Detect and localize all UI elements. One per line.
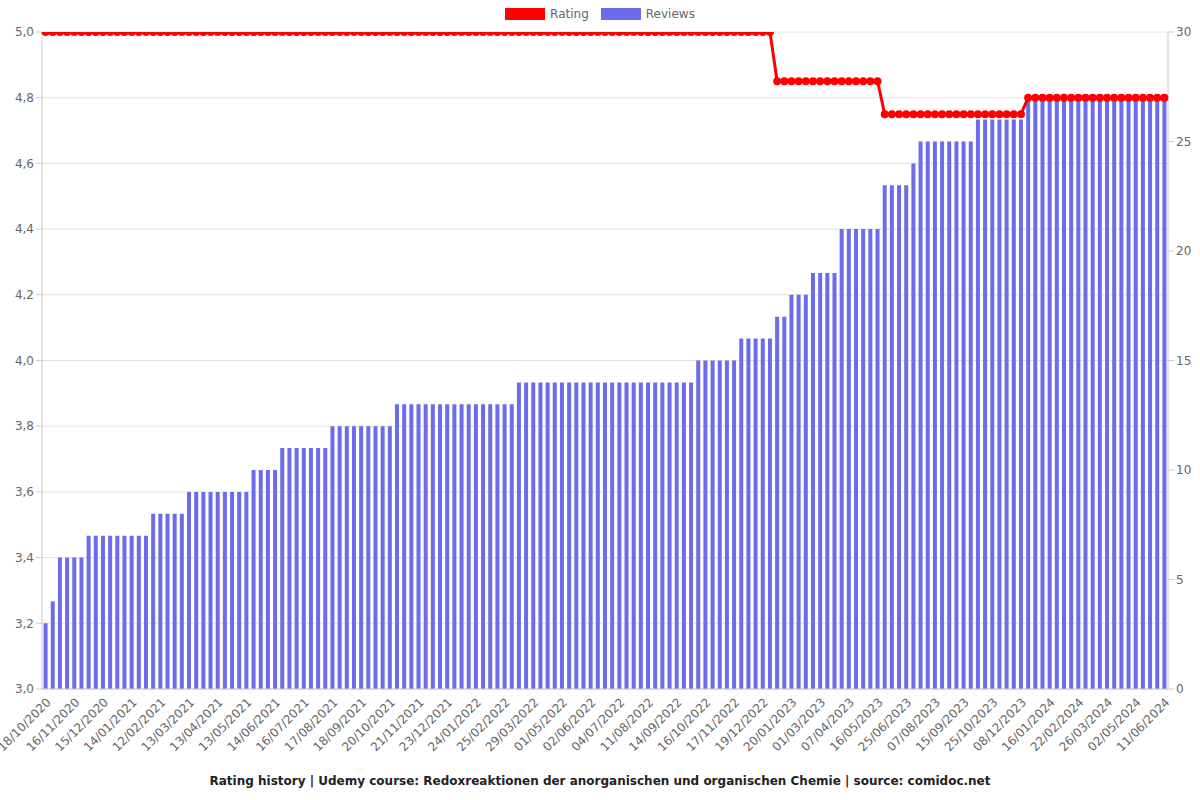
svg-text:20: 20 (1176, 244, 1191, 258)
svg-text:24/01/2022: 24/01/2022 (425, 695, 485, 755)
svg-text:07/04/2023: 07/04/2023 (798, 695, 857, 755)
svg-text:04/07/2022: 04/07/2022 (568, 695, 628, 755)
svg-text:16/10/2022: 16/10/2022 (654, 695, 714, 755)
svg-text:16/01/2024: 16/01/2024 (999, 695, 1058, 755)
svg-text:17/08/2021: 17/08/2021 (281, 695, 341, 755)
svg-text:4,2: 4,2 (15, 288, 34, 302)
svg-text:12/02/2021: 12/02/2021 (109, 695, 169, 755)
svg-text:3,4: 3,4 (15, 551, 34, 565)
svg-text:3,2: 3,2 (15, 617, 34, 631)
svg-text:5,0: 5,0 (15, 25, 34, 39)
svg-text:16/05/2023: 16/05/2023 (826, 695, 886, 755)
svg-text:11/08/2022: 11/08/2022 (597, 695, 657, 755)
svg-text:14/01/2021: 14/01/2021 (81, 695, 140, 755)
svg-text:01/03/2023: 01/03/2023 (769, 695, 829, 755)
svg-text:26/03/2024: 26/03/2024 (1056, 695, 1116, 755)
svg-text:25/06/2023: 25/06/2023 (855, 695, 915, 755)
svg-text:19/12/2022: 19/12/2022 (712, 695, 771, 755)
svg-text:21/11/2021: 21/11/2021 (367, 695, 427, 755)
svg-text:13/04/2021: 13/04/2021 (167, 695, 226, 755)
svg-text:5: 5 (1176, 573, 1184, 587)
svg-text:29/03/2022: 29/03/2022 (482, 695, 542, 755)
svg-text:25/02/2022: 25/02/2022 (453, 695, 513, 755)
svg-text:07/08/2023: 07/08/2023 (884, 695, 944, 755)
svg-text:14/09/2022: 14/09/2022 (626, 695, 685, 755)
svg-text:20/01/2023: 20/01/2023 (740, 695, 800, 755)
svg-text:3,8: 3,8 (15, 419, 34, 433)
svg-text:11/06/2024: 11/06/2024 (1114, 695, 1173, 754)
svg-text:0: 0 (1176, 682, 1184, 696)
svg-text:15/12/2020: 15/12/2020 (52, 695, 112, 755)
svg-text:25/10/2023: 25/10/2023 (941, 695, 1001, 755)
svg-text:08/12/2023: 08/12/2023 (970, 695, 1030, 755)
svg-text:18/09/2021: 18/09/2021 (310, 695, 370, 755)
svg-text:16/11/2020: 16/11/2020 (23, 695, 83, 755)
svg-text:3,6: 3,6 (15, 485, 34, 499)
svg-text:02/05/2024: 02/05/2024 (1085, 695, 1144, 755)
svg-text:4,8: 4,8 (15, 91, 34, 105)
svg-text:30: 30 (1176, 25, 1191, 39)
svg-text:3,0: 3,0 (15, 682, 34, 696)
svg-text:15: 15 (1176, 354, 1191, 368)
svg-text:4,4: 4,4 (15, 222, 34, 236)
svg-text:16/07/2021: 16/07/2021 (253, 695, 312, 755)
svg-text:4,6: 4,6 (15, 157, 34, 171)
svg-text:15/09/2023: 15/09/2023 (912, 695, 972, 755)
svg-text:17/11/2022: 17/11/2022 (683, 695, 743, 755)
html-text:Rating: Rating (550, 7, 589, 21)
svg-text:25: 25 (1176, 135, 1191, 149)
svg-text:20/10/2021: 20/10/2021 (339, 695, 398, 755)
svg-text:22/02/2024: 22/02/2024 (1027, 695, 1087, 755)
svg-text:4,0: 4,0 (15, 354, 34, 368)
svg-text:23/12/2021: 23/12/2021 (396, 695, 456, 755)
svg-text:14/06/2021: 14/06/2021 (224, 695, 284, 755)
html-text:Rating history | Udemy course:: Rating history | Udemy course: Redoxreak… (209, 774, 991, 788)
svg-text:13/03/2021: 13/03/2021 (138, 695, 198, 755)
svg-text:10: 10 (1176, 463, 1191, 477)
svg-text:13/05/2021: 13/05/2021 (195, 695, 255, 755)
svg-text:01/05/2022: 01/05/2022 (511, 695, 571, 755)
html-text:Reviews: Reviews (645, 7, 695, 21)
svg-text:02/06/2022: 02/06/2022 (540, 695, 599, 755)
